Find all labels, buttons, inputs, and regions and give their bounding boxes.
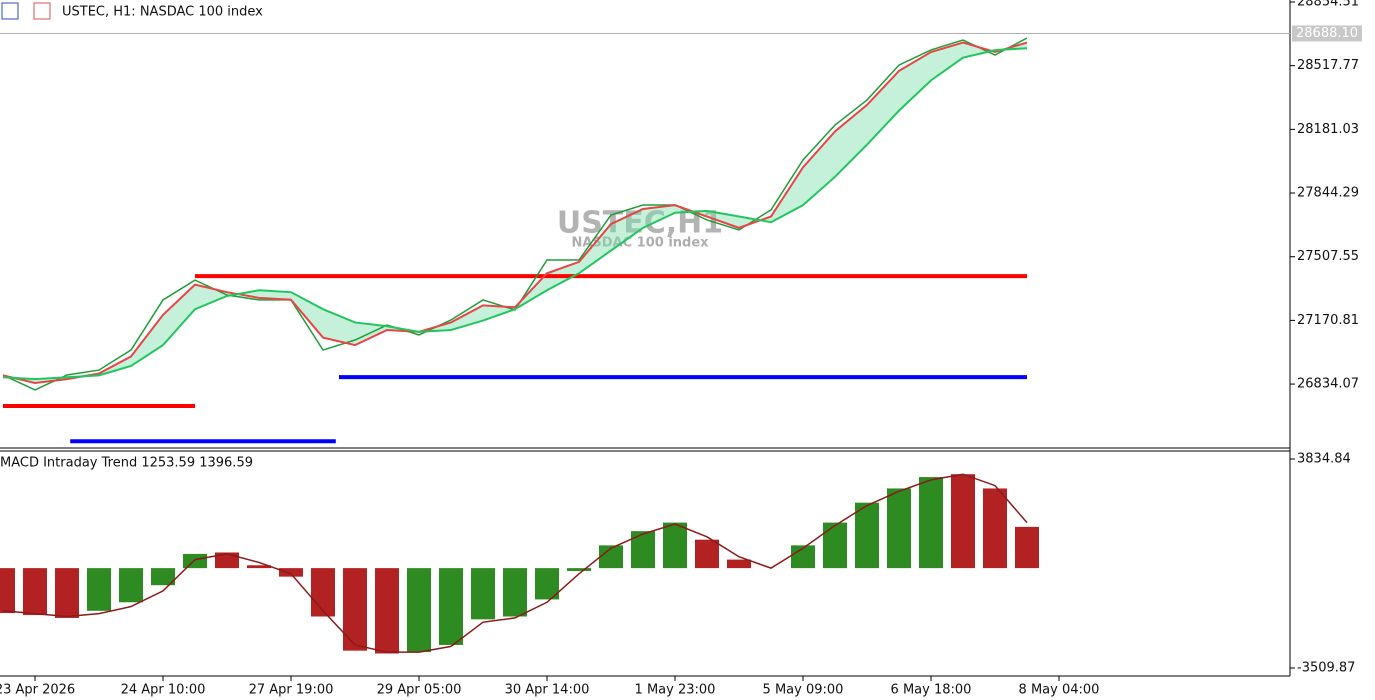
menu-icon[interactable]: [1, 2, 19, 20]
y-tick-label: 28517.77: [1297, 58, 1359, 73]
histogram-bar: [663, 522, 687, 569]
x-tick-label: 30 Apr 14:00: [505, 683, 590, 698]
x-tick-label: 8 May 04:00: [1019, 683, 1100, 698]
x-tick-label: 6 May 18:00: [891, 683, 972, 698]
histogram-bar: [727, 559, 751, 569]
histogram-bar: [215, 552, 239, 569]
histogram-bar: [183, 553, 207, 569]
signal-line: [2, 473, 1028, 653]
y-tick-label: 27507.55: [1297, 249, 1359, 264]
histogram-bar: [1015, 526, 1039, 569]
y-tick-label: 28181.03: [1297, 122, 1359, 137]
histogram-bar: [567, 568, 591, 571]
chart-icon[interactable]: [33, 2, 51, 20]
y-tick-label: 3834.84: [1297, 452, 1351, 467]
histogram-bar: [471, 568, 495, 620]
histogram-bar: [983, 488, 1007, 569]
x-tick-label: 24 Apr 10:00: [121, 683, 206, 698]
histogram-bar: [631, 531, 655, 569]
histogram-bar: [919, 477, 943, 569]
y-tick-label: 28854.51: [1297, 0, 1359, 9]
histogram-bar: [855, 502, 879, 569]
histogram-bar: [407, 568, 431, 653]
x-tick-label: 5 May 09:00: [763, 683, 844, 698]
histogram-bar: [823, 522, 847, 569]
price-line: [2, 47, 1028, 381]
y-tick-label: -3509.87: [1297, 661, 1355, 676]
symbol-title: USTEC, H1: NASDAC 100 index: [62, 5, 263, 20]
indicator-title: MACD Intraday Trend 1253.59 1396.59: [0, 456, 253, 471]
histogram-bar: [887, 488, 911, 569]
histogram-bar: [87, 568, 111, 611]
price-line: [2, 41, 1028, 384]
x-tick-label: 27 Apr 19:00: [249, 683, 334, 698]
histogram-bar: [119, 568, 143, 603]
histogram-bar: [791, 545, 815, 569]
histogram-bar: [375, 568, 399, 654]
histogram-bar: [503, 568, 527, 617]
histogram-bar: [439, 568, 463, 645]
histogram-bar: [279, 568, 303, 577]
histogram-bar: [23, 568, 47, 616]
histogram-bar: [343, 568, 367, 651]
x-tick-label: 23 Apr 2026: [0, 683, 75, 698]
histogram-bar: [0, 568, 15, 614]
current-price-label: 28688.10: [1296, 26, 1358, 41]
histogram-bar: [311, 568, 335, 617]
histogram-bar: [695, 539, 719, 569]
y-tick-label: 27844.29: [1297, 186, 1359, 201]
x-tick-label: 1 May 23:00: [635, 683, 716, 698]
y-tick-label: 27170.81: [1297, 313, 1359, 328]
histogram-bar: [55, 568, 79, 618]
y-tick-label: 26834.07: [1297, 377, 1359, 392]
histogram-bar: [599, 545, 623, 569]
histogram-bar: [247, 565, 271, 569]
x-tick-label: 29 Apr 05:00: [377, 683, 462, 698]
histogram-bar: [951, 474, 975, 569]
histogram-bar: [151, 568, 175, 586]
current-price-tag: [1292, 25, 1362, 42]
watermark-subtitle: NASDAC 100 index: [571, 236, 709, 251]
